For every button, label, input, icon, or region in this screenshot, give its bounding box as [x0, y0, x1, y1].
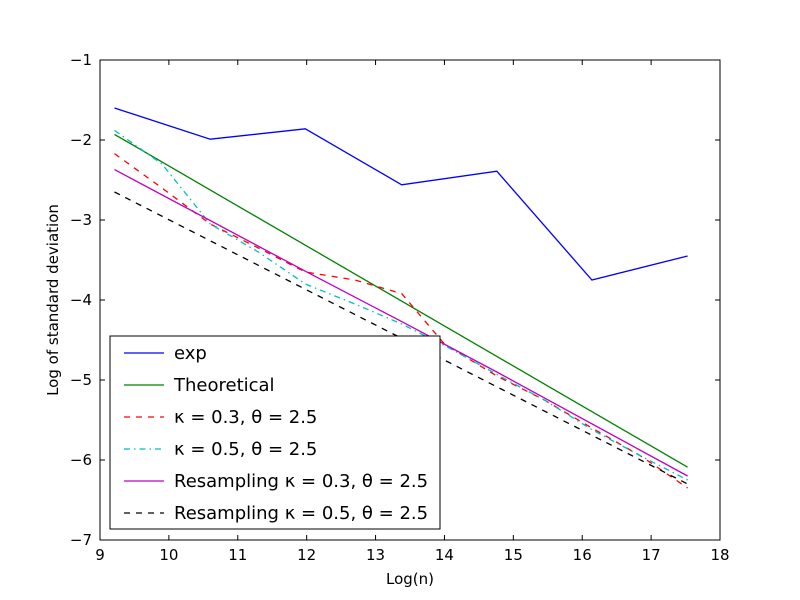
legend: exp Theoretical κ = 0.3, θ = 2.5 κ = 0.5, θ… — [109, 335, 441, 530]
y-tick-label: −3 — [70, 211, 92, 229]
y-tick-label: −7 — [70, 531, 92, 549]
y-axis-label: Log of standard deviation — [44, 204, 62, 396]
legend-box — [109, 335, 441, 530]
legend-label-1: Theoretical — [173, 375, 275, 396]
x-tick-label: 12 — [297, 546, 316, 564]
x-tick-label: 9 — [95, 546, 105, 564]
y-tick-label: −5 — [70, 371, 92, 389]
x-tick-label: 15 — [504, 546, 523, 564]
x-tick-label: 16 — [573, 546, 592, 564]
x-tick-label: 10 — [159, 546, 178, 564]
y-tick-label: −4 — [70, 291, 92, 309]
x-tick-label: 14 — [435, 546, 454, 564]
legend-label-4: Resampling κ = 0.3, θ = 2.5 — [174, 471, 428, 492]
y-tick-label: −1 — [70, 51, 92, 69]
legend-label-3: κ = 0.5, θ = 2.5 — [174, 439, 317, 460]
x-axis-label: Log(n) — [386, 570, 434, 588]
legend-label-0: exp — [174, 343, 207, 364]
y-tick-label: −2 — [70, 131, 92, 149]
tick-layer: 9 10 11 12 13 14 15 16 17 18 −7 −6 −5 −4 −3 −2 −1 — [70, 51, 730, 564]
legend-label-5: Resampling κ = 0.5, θ = 2.5 — [174, 503, 428, 524]
x-tick-label: 18 — [710, 546, 729, 564]
legend-label-2: κ = 0.3, θ = 2.5 — [174, 407, 317, 428]
legend-entries: exp Theoretical κ = 0.3, θ = 2.5 κ = 0.5, θ… — [124, 343, 428, 524]
series-line-0 — [114, 107, 688, 281]
x-tick-label: 13 — [366, 546, 385, 564]
series-line-4 — [114, 169, 688, 477]
y-tick-label: −6 — [70, 451, 92, 469]
series-line-2 — [114, 153, 688, 489]
x-tick-label: 11 — [228, 546, 247, 564]
x-tick-label: 17 — [642, 546, 661, 564]
series-line-3 — [114, 129, 688, 481]
series-line-1 — [114, 133, 688, 468]
series-layer — [114, 107, 688, 489]
